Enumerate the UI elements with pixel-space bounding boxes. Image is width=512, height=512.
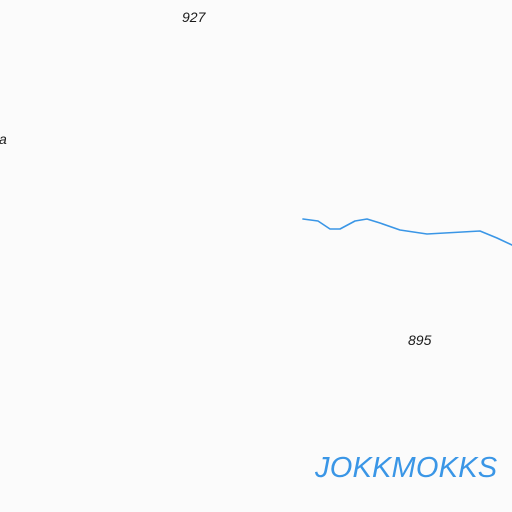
stream-line [302,218,512,246]
elevation-label-927: 927 [182,9,206,25]
place-label-edge: a [0,132,7,146]
elevation-label-895: 895 [408,332,432,348]
region-label: JOKKMOKKS [315,452,498,484]
